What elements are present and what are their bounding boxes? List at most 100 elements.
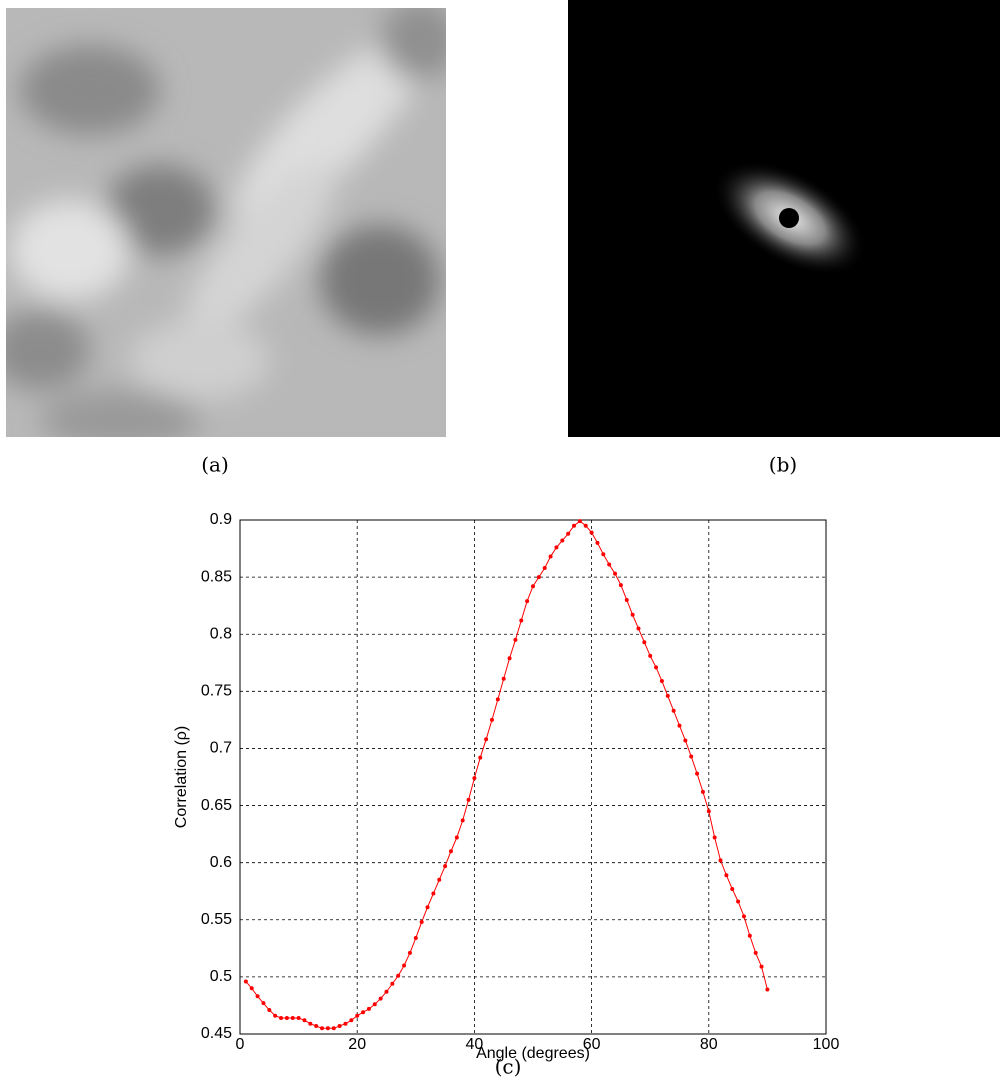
data-point <box>566 531 571 536</box>
data-point <box>279 1016 284 1021</box>
data-point <box>741 914 746 919</box>
data-point <box>378 996 383 1001</box>
data-point <box>390 981 395 986</box>
data-point <box>695 771 700 776</box>
data-point <box>243 979 248 984</box>
data-point <box>618 583 623 588</box>
data-point <box>384 989 389 994</box>
x-tick-label: 100 <box>813 1036 840 1053</box>
data-point <box>466 797 471 802</box>
data-point <box>718 858 723 863</box>
data-point <box>448 849 453 854</box>
y-tick-label: 0.85 <box>201 568 232 585</box>
plot-area <box>240 520 826 1034</box>
y-tick-label: 0.8 <box>210 625 232 642</box>
data-point <box>607 562 612 567</box>
data-point <box>314 1024 319 1029</box>
data-point <box>484 737 489 742</box>
data-point <box>613 571 618 576</box>
data-point <box>273 1013 278 1018</box>
data-point <box>413 936 418 941</box>
data-point <box>507 656 512 661</box>
data-point <box>747 933 752 938</box>
data-point <box>753 950 758 955</box>
data-point <box>736 899 741 904</box>
x-tick-label: 60 <box>583 1036 601 1053</box>
data-point <box>290 1016 295 1021</box>
caption: (c) <box>495 1055 522 1079</box>
data-point <box>671 708 676 713</box>
data-point <box>642 640 647 645</box>
data-point <box>302 1018 307 1023</box>
data-point <box>284 1016 289 1021</box>
data-point <box>519 618 524 623</box>
data-point <box>443 864 448 869</box>
y-tick-label: 0.65 <box>201 797 232 814</box>
data-point <box>648 653 653 658</box>
data-point <box>624 597 629 602</box>
data-point <box>659 679 664 684</box>
data-point <box>765 987 770 992</box>
data-point <box>355 1013 360 1018</box>
data-point <box>261 1001 266 1006</box>
data-point <box>308 1021 313 1026</box>
data-point <box>560 538 565 543</box>
image-b <box>568 0 1000 437</box>
y-tick-label: 0.6 <box>210 854 232 871</box>
data-point <box>489 717 494 722</box>
data-point <box>419 920 424 925</box>
data-point <box>325 1026 330 1031</box>
data-point <box>730 886 735 891</box>
data-point <box>513 637 518 642</box>
data-point <box>349 1018 354 1023</box>
data-point <box>472 776 477 781</box>
data-point <box>542 565 547 570</box>
data-point <box>548 554 553 559</box>
data-point <box>531 584 535 589</box>
data-point <box>407 950 412 955</box>
data-point <box>712 835 717 840</box>
data-point <box>554 545 559 550</box>
data-point <box>577 519 582 524</box>
data-point <box>402 963 407 968</box>
data-point <box>372 1002 377 1007</box>
data-point <box>630 612 635 617</box>
data-point <box>343 1021 348 1026</box>
caption: (b) <box>769 453 797 477</box>
data-point <box>572 523 577 528</box>
data-point <box>331 1026 336 1031</box>
image-a <box>6 8 446 437</box>
data-point <box>677 723 682 728</box>
data-point <box>601 552 606 557</box>
data-point <box>255 994 260 999</box>
x-tick-label: 40 <box>466 1036 484 1053</box>
y-tick-label: 0.45 <box>201 1025 232 1042</box>
data-point <box>536 575 541 580</box>
data-point <box>759 964 764 969</box>
x-axis-label: Angle (degrees) <box>476 1045 590 1062</box>
x-tick-label: 0 <box>236 1036 245 1053</box>
data-point <box>636 626 641 631</box>
x-tick-label: 80 <box>700 1036 718 1053</box>
data-point <box>706 809 711 814</box>
data-point <box>366 1006 371 1011</box>
plot-frame <box>239 519 827 1035</box>
data-point <box>495 697 500 702</box>
data-point <box>478 755 483 760</box>
data-point <box>700 789 705 794</box>
y-tick-label: 0.9 <box>210 511 232 528</box>
data-point <box>665 693 670 698</box>
y-axis-label: Correlation (ρ) <box>173 726 190 828</box>
y-tick-label: 0.7 <box>210 740 232 757</box>
data-point <box>337 1024 342 1029</box>
data-point <box>249 986 254 991</box>
data-point <box>589 530 594 535</box>
data-point <box>654 665 659 670</box>
data-point <box>724 873 729 878</box>
y-tick-label: 0.5 <box>210 968 232 985</box>
data-point <box>296 1016 301 1021</box>
x-tick-label: 20 <box>348 1036 366 1053</box>
data-point <box>583 523 588 528</box>
data-point <box>454 835 459 840</box>
